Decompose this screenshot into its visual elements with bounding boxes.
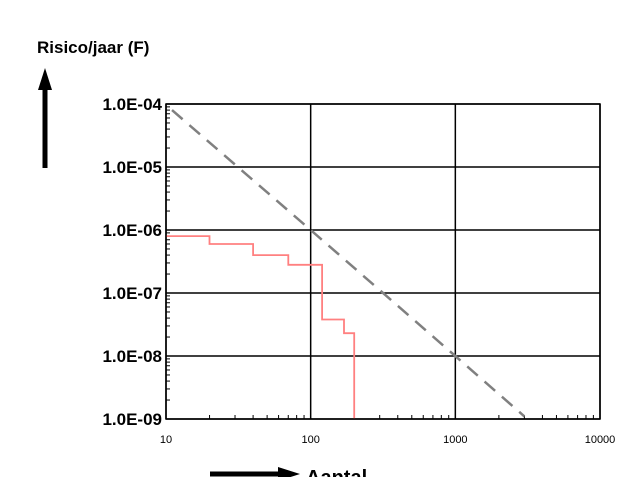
series-lines [166,109,526,419]
y-tick-label: 1.0E-06 [102,221,162,240]
y-tick-label: 1.0E-04 [102,95,162,114]
x-tick-label: 1000 [443,434,467,446]
y-tick-label: 1.0E-07 [102,284,162,303]
x-tick-label: 10 [160,434,172,446]
x-tick-label: 10000 [585,434,616,446]
x-tick-labels: 10 100 1000 10000 [160,434,615,446]
y-tick-label: 1.0E-08 [102,347,162,366]
y-tick-label: 1.0E-05 [102,158,162,177]
plot-frame [165,103,601,420]
y-tick-label: 1.0E-09 [102,410,162,429]
x-tick-label: 100 [301,434,319,446]
risk-step-line [166,235,356,419]
x-axis-arrow [210,467,300,477]
y-axis-arrow [38,68,52,168]
chart-title: Risico/jaar (F) [37,38,149,57]
grid [165,103,601,420]
y-tick-labels: 1.0E-09 1.0E-08 1.0E-07 1.0E-06 1.0E-05 1.0E-… [102,95,162,429]
x-axis-label: Aantal [306,467,367,477]
norm-line-dashed [171,109,526,418]
